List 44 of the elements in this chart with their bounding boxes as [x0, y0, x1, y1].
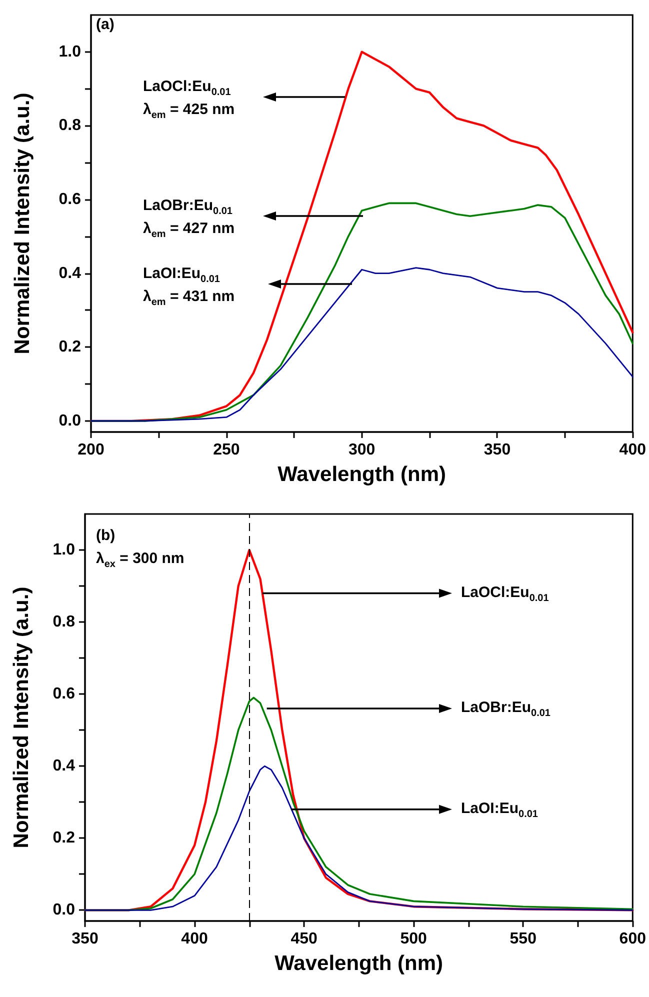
x-tick-label: 300: [348, 442, 376, 458]
annotation: LaOCl:Eu$_{0.01}$: [461, 584, 549, 606]
annotation: LaOCl:Eu$_{0.01}$: [143, 78, 231, 100]
y-tick-label: 1.0: [58, 43, 82, 60]
annotation: (a): [96, 16, 114, 34]
x-tick-label: 200: [78, 442, 104, 458]
annotation: λ$_{ex}$ = 300 nm: [96, 550, 184, 572]
y-axis-title: Normalized Intensity (a.u.): [10, 586, 33, 848]
annotation: (b): [96, 527, 116, 545]
y-tick-label: 0.8: [52, 614, 76, 631]
x-tick-label: 250: [213, 442, 240, 458]
y-tick-label: 0.6: [58, 191, 82, 208]
x-tick-label: 350: [484, 442, 511, 458]
line-series: [84, 548, 634, 912]
annotation: λ$_{em}$ = 425 nm: [143, 101, 235, 123]
y-tick-label: 0.0: [52, 902, 76, 919]
y-tick-label: 0.0: [58, 412, 82, 430]
x-tick-label: 550: [510, 930, 537, 948]
line-series: [84, 696, 634, 912]
x-tick-label: 450: [290, 930, 318, 948]
y-tick-label: 0.4: [58, 264, 82, 282]
annotation: LaOI:Eu$_{0.01}$: [143, 265, 220, 287]
annotation: LaOI:Eu$_{0.01}$: [461, 800, 538, 822]
x-tick-label: 600: [619, 930, 646, 948]
y-tick-label: 0.8: [58, 117, 82, 134]
line-series: [90, 50, 634, 422]
y-tick-label: 0.2: [52, 830, 76, 847]
y-tick-label: 1.0: [52, 542, 76, 559]
annotation: λ$_{em}$ = 431 nm: [143, 288, 235, 310]
x-tick-label: 400: [181, 930, 208, 948]
y-tick-label: 0.2: [58, 338, 82, 356]
y-axis-title: Normalized Intensity (a.u.): [11, 92, 34, 354]
x-tick-label: 500: [400, 930, 428, 948]
annotation: LaOBr:Eu$_{0.01}$: [461, 699, 550, 722]
annotation: LaOBr:Eu$_{0.01}$: [143, 197, 232, 219]
annotation: λ$_{em}$ = 427 nm: [143, 220, 235, 242]
x-axis-title: Wavelength (nm): [278, 463, 446, 486]
x-tick-label: 400: [619, 442, 646, 458]
y-tick-label: 0.6: [52, 686, 76, 703]
line-series: [84, 765, 634, 911]
line-series: [90, 267, 634, 422]
x-axis-title: Wavelength (nm): [274, 952, 444, 975]
y-tick-label: 0.4: [52, 758, 76, 775]
x-tick-label: 350: [72, 930, 98, 948]
